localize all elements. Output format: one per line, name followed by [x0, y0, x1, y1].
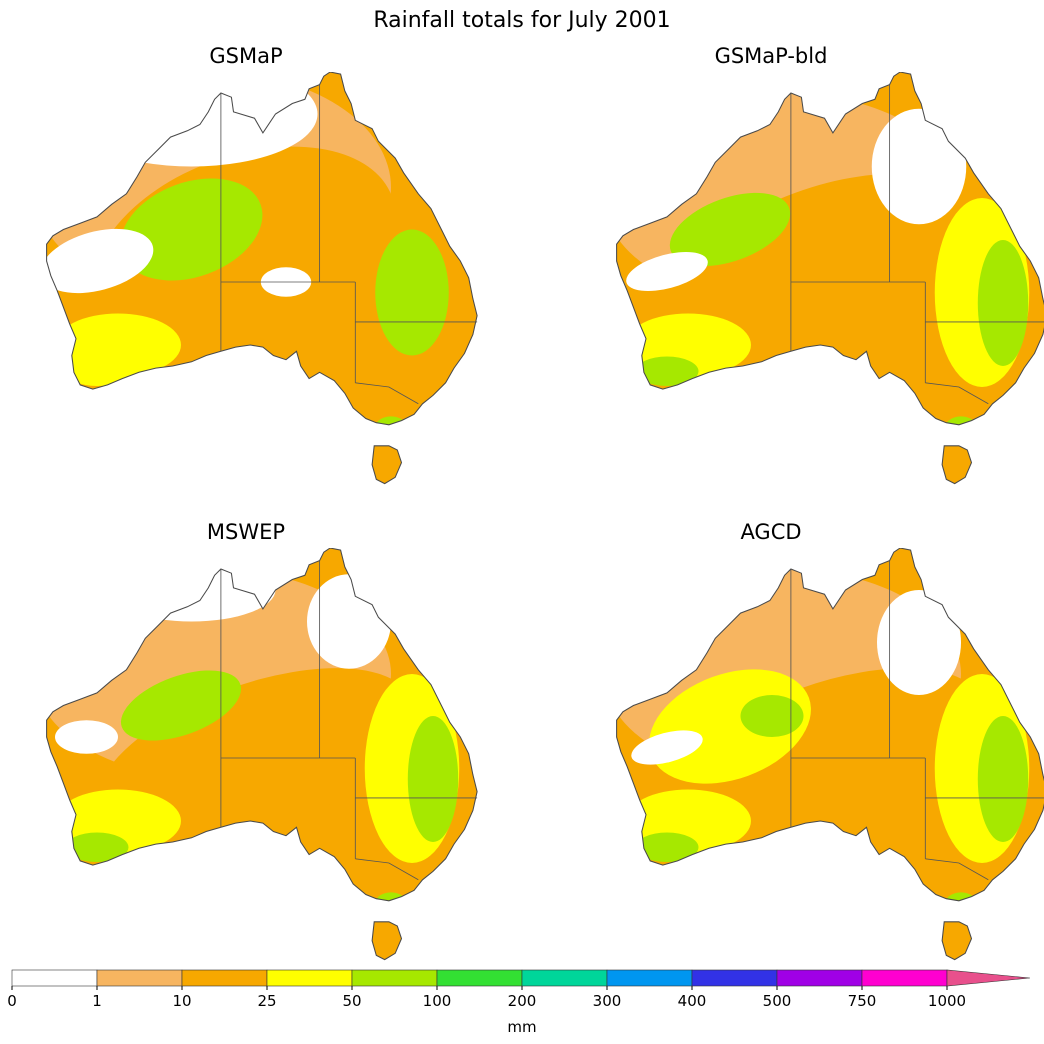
colorbar-segment — [946, 969, 1031, 987]
colorbar-tick-label: 200 — [508, 992, 537, 1010]
rainfall-region — [635, 832, 699, 862]
rainfall-region — [977, 240, 1029, 366]
rainfall-region — [120, 178, 263, 281]
state-border — [925, 858, 989, 881]
colorbar-tick-label: 100 — [423, 992, 452, 1010]
tasmania-coastline — [941, 445, 973, 485]
rainfall-region — [977, 716, 1029, 842]
colorbar-segment — [266, 969, 353, 987]
map-gsmap — [30, 72, 500, 492]
map-gsmap-bld-svg — [616, 72, 1044, 485]
colorbar-tick-label: 400 — [678, 992, 707, 1010]
panel-title-gsmap-bld: GSMaP-bld — [714, 44, 828, 68]
map-gsmap-bld — [600, 72, 1044, 492]
map-agcd — [600, 548, 1044, 968]
colorbar-segment — [691, 969, 778, 987]
colorbar-segment — [521, 969, 608, 987]
colorbar-tick-label: 300 — [593, 992, 622, 1010]
colorbar-segment — [181, 969, 268, 987]
mainland-coastline — [46, 72, 478, 426]
rainfall-region — [375, 229, 449, 356]
colorbar-tick-label: 750 — [848, 992, 877, 1010]
colorbar-tick-label: 1000 — [928, 992, 966, 1010]
colorbar-segment — [11, 969, 98, 987]
colorbar-segment — [606, 969, 693, 987]
tasmania-coastline — [941, 921, 973, 961]
colorbar: 0 1 10 25 50 100 200 300 400 500 750 1000 mm — [7, 969, 1031, 1036]
colorbar-unit-label: mm — [507, 1018, 536, 1036]
rainfall-region — [871, 108, 967, 225]
colorbar-tick-label: 50 — [342, 992, 361, 1010]
rainfall-region — [631, 730, 703, 765]
colorbar-tick-label: 0 — [7, 992, 17, 1010]
colorbar-tick-label: 25 — [257, 992, 276, 1010]
mainland-coastline — [616, 72, 1044, 426]
tasmania-coastline — [371, 921, 403, 961]
rainfall-region — [107, 558, 276, 622]
state-border — [355, 858, 419, 881]
state-border — [355, 382, 419, 405]
state-border — [925, 382, 989, 405]
tasmania-coastline — [371, 445, 403, 485]
colorbar-tick-label: 10 — [172, 992, 191, 1010]
map-gsmap-svg — [46, 72, 478, 485]
rainfall-region — [407, 716, 459, 842]
map-mswep — [30, 548, 500, 968]
panel-title-mswep: MSWEP — [206, 520, 286, 544]
colorbar-segment — [776, 969, 863, 987]
rainfall-region — [626, 251, 708, 292]
map-agcd-svg — [616, 548, 1044, 961]
colorbar-segment — [436, 969, 523, 987]
rainfall-region — [120, 670, 242, 741]
panel-title-gsmap: GSMaP — [209, 44, 283, 68]
rainfall-region — [65, 832, 129, 862]
rainfall-region — [740, 695, 804, 737]
map-mswep-svg — [46, 548, 478, 961]
rainfall-region — [669, 192, 791, 267]
rainfall-region — [877, 590, 961, 695]
panel-title-agcd: AGCD — [740, 520, 802, 544]
rainfall-region — [635, 356, 699, 386]
colorbar-segment — [861, 969, 948, 987]
mainland-coastline — [616, 548, 1044, 902]
rainfall-region — [65, 356, 129, 386]
colorbar-tick-label: 500 — [763, 992, 792, 1010]
figure-title: Rainfall totals for July 2001 — [373, 8, 671, 33]
colorbar-segment — [351, 969, 438, 987]
mainland-coastline — [46, 548, 478, 902]
colorbar-tick-label: 1 — [92, 992, 102, 1010]
colorbar-segment — [96, 969, 183, 987]
rainfall-region — [55, 720, 118, 754]
rainfall-region — [46, 228, 154, 294]
